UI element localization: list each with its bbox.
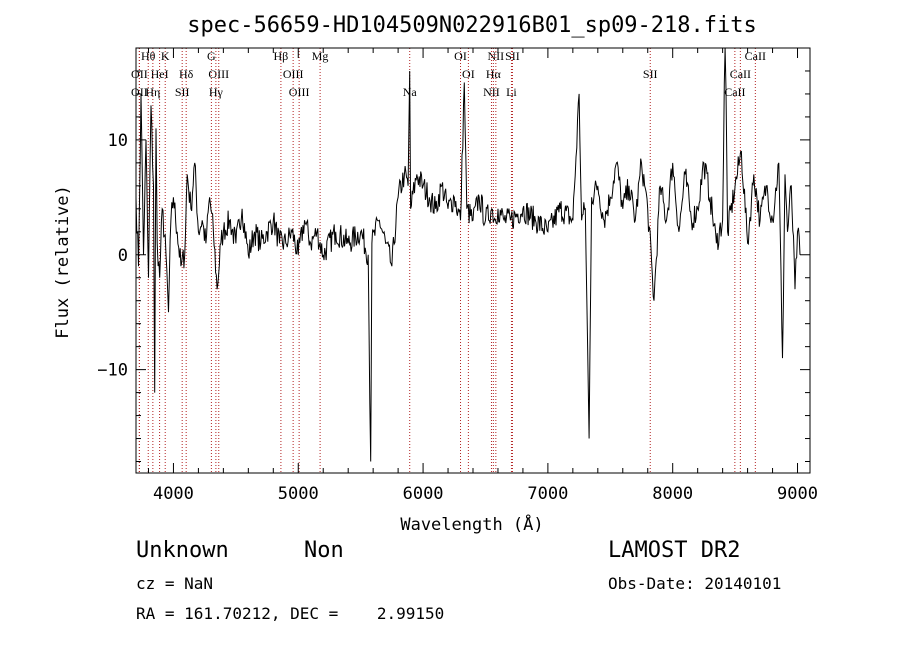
marker-label: CaII — [730, 67, 751, 81]
class-label: Unknown — [136, 538, 229, 563]
marker-label: OIII — [283, 67, 304, 81]
x-tick-label: 8000 — [652, 484, 693, 504]
marker-label: Hα — [486, 67, 502, 81]
marker-label: OIII — [208, 67, 229, 81]
marker-label: G — [207, 49, 216, 63]
x-tick-label: 7000 — [527, 484, 568, 504]
marker-label: OI — [454, 49, 467, 63]
marker-label: SII — [175, 85, 190, 99]
marker-label: OII — [131, 67, 148, 81]
marker-label: Hδ — [179, 67, 194, 81]
y-tick-label: 0 — [118, 246, 128, 266]
x-tick-label: 5000 — [278, 484, 319, 504]
spectrum-series — [135, 47, 801, 462]
marker-label: CaII — [745, 49, 766, 63]
y-tick-label: 10 — [108, 131, 128, 151]
spectrum-line — [135, 47, 801, 462]
x-tick-label: 9000 — [777, 484, 818, 504]
marker-label: OI — [462, 67, 475, 81]
plot-frame — [135, 47, 811, 474]
marker-label: SII — [505, 49, 520, 63]
marker-label: K — [161, 49, 170, 63]
coords-line: RA = 161.70212, DEC = 2.99150 — [136, 604, 445, 623]
marker-label: Hη — [145, 85, 160, 99]
marker-label: CaII — [724, 85, 745, 99]
marker-label: Mg — [312, 49, 329, 63]
marker-label: NII — [483, 85, 500, 99]
marker-label: Li — [506, 85, 517, 99]
subclass-label: Non — [304, 538, 344, 563]
x-axis: 4000 5000 6000 7000 8000 9000 — [147, 48, 818, 504]
y-axis: −10 0 10 — [97, 70, 810, 463]
obs-date-line: Obs-Date: 20140101 — [608, 574, 782, 593]
marker-label: OII — [131, 85, 148, 99]
marker-label: SII — [643, 67, 658, 81]
x-tick-label: 4000 — [153, 484, 194, 504]
y-tick-label: −10 — [97, 361, 128, 381]
marker-label: NII — [488, 49, 505, 63]
cz-line: cz = NaN — [136, 574, 214, 593]
marker-label: HeI — [151, 67, 169, 81]
x-tick-label: 6000 — [403, 484, 444, 504]
x-axis-label: Wavelength (Å) — [400, 513, 543, 535]
chart-title: spec-56659-HD104509N022916B01_sp09-218.f… — [187, 13, 757, 38]
marker-label: Hβ — [274, 49, 289, 63]
marker-label: Hγ — [209, 85, 224, 99]
y-axis-label: Flux (relative) — [53, 185, 73, 339]
survey-label: LAMOST DR2 — [608, 538, 741, 563]
marker-label: Hθ — [141, 49, 156, 63]
marker-label: OIII — [289, 85, 310, 99]
